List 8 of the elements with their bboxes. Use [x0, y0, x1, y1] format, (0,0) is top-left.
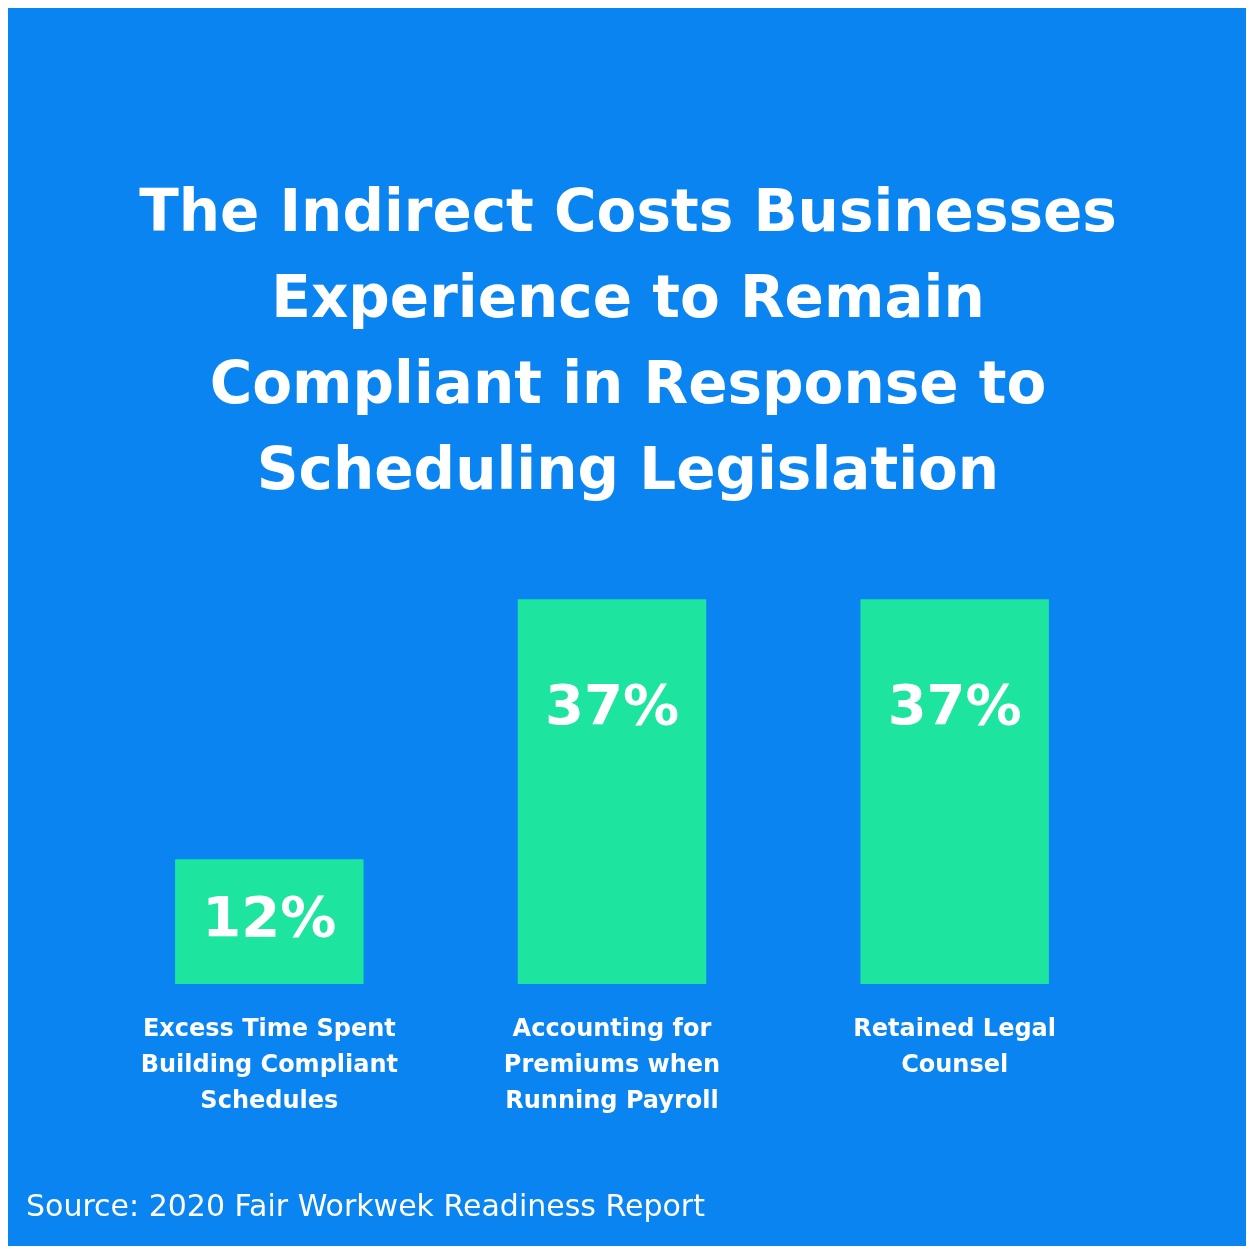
data-label: 12%	[202, 884, 337, 950]
data-label: 37%	[544, 671, 680, 737]
x-tick-label: Accounting for Premiums when Running Payroll	[503, 1014, 721, 1115]
data-label: 37%	[887, 671, 1022, 737]
x-tick-label: Retained Legal Counsel	[853, 1014, 1057, 1079]
source-note: Source: 2020 Fair Workwek Readiness Report	[26, 1188, 705, 1223]
chart-title: The Indirect Costs Businesses Experience to Remain Compliant in Response to Scheduling Legislation	[138, 176, 1118, 505]
x-tick-label: Excess Time Spent Building Compliant Schedules	[140, 1014, 399, 1115]
